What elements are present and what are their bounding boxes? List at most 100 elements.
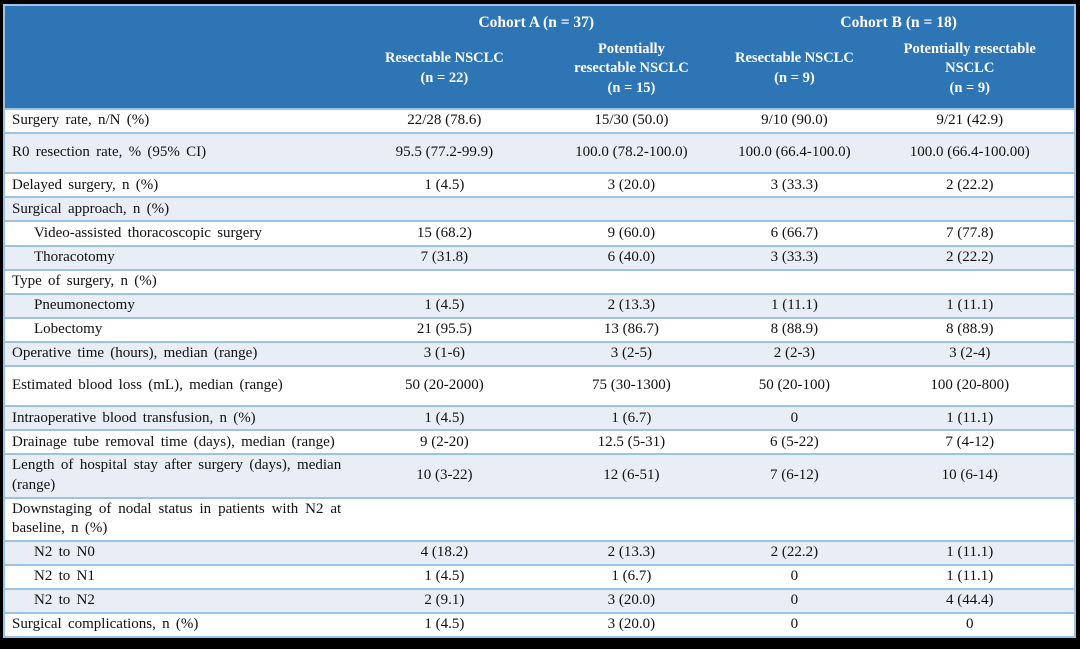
- cell-value: 95.5 (77.2-99.9): [395, 144, 494, 161]
- cell-value: [349, 198, 539, 220]
- table-row-delayed-surgery: Delayed surgery, n (%) 1 (4.5) 3 (20.0) …: [5, 172, 1074, 197]
- cell-value: 100.0 (66.4-100.0): [738, 144, 851, 161]
- header-cohort-b: Cohort B (n = 18): [840, 14, 957, 31]
- cell-value: 0: [790, 616, 799, 633]
- row-label: Surgery rate, n/N (%): [12, 112, 150, 129]
- cell-value: 2 (22.2): [770, 543, 819, 560]
- cell-value: [723, 271, 865, 293]
- cell-value: [866, 198, 1074, 220]
- cell-value: 1 (11.1): [946, 409, 994, 426]
- cell-value: 2 (9.1): [424, 592, 465, 609]
- header-corner-cell: [5, 6, 349, 108]
- table-row-operative-time: Operative time (hours), median (range) 3…: [5, 340, 1074, 366]
- cell-value: 8 (88.9): [770, 321, 819, 338]
- row-label: Estimated blood loss (mL), median (range…: [12, 377, 283, 394]
- cell-value: 7 (6-12): [770, 467, 819, 484]
- cell-value: 50 (20-2000): [404, 377, 484, 394]
- cell-value: 1 (6.7): [611, 568, 652, 585]
- cell-value: 7 (4-12): [945, 433, 995, 450]
- cell-value: 12 (6-51): [603, 467, 660, 484]
- cell-value: 2 (22.2): [945, 176, 994, 193]
- table-row-n2-to-n0: N2 to N0 4 (18.2) 2 (13.3) 2 (22.2) 1 (1…: [5, 539, 1074, 564]
- cell-value: [539, 271, 723, 293]
- results-table: Cohort A (n = 37) Cohort B (n = 18) Rese…: [3, 4, 1076, 638]
- cell-value: 4 (18.2): [420, 543, 469, 560]
- cell-value: 1 (4.5): [424, 616, 465, 633]
- table-row-blood-loss: Estimated blood loss (mL), median (range…: [5, 365, 1074, 406]
- cell-value: 13 (86.7): [603, 321, 659, 338]
- cell-value: 1 (11.1): [946, 297, 994, 314]
- cell-value: 7 (77.8): [945, 224, 994, 241]
- row-label: Video-assisted thoracoscopic surgery: [34, 224, 262, 241]
- cell-value: 1 (11.1): [770, 297, 818, 314]
- cell-value: 100.0 (78.2-100.0): [575, 144, 688, 161]
- cell-value: 2 (2-3): [773, 345, 816, 362]
- cell-value: 0: [965, 616, 974, 633]
- cell-value: 3 (20.0): [607, 616, 656, 633]
- cell-value: 3 (1-6): [423, 345, 465, 362]
- cell-value: 9/21 (42.9): [936, 112, 1004, 129]
- row-label: Surgical approach, n (%): [12, 200, 170, 217]
- cell-value: 1 (11.1): [946, 568, 994, 585]
- cell-value: 4 (44.4): [945, 592, 994, 609]
- row-label: R0 resection rate, % (95% CI): [12, 144, 207, 161]
- cell-value: 75 (30-1300): [592, 377, 671, 394]
- cell-value: 21 (95.5): [416, 321, 472, 338]
- row-label: Thoracotomy: [34, 248, 115, 265]
- cell-value: 3 (2-5): [610, 345, 653, 362]
- cell-value: 9 (2-20): [419, 433, 469, 450]
- table-row-n2-to-n1: N2 to N1 1 (4.5) 1 (6.7) 0 1 (11.1): [5, 563, 1074, 588]
- cell-value: 3 (33.3): [770, 248, 819, 265]
- cell-value: 2 (13.3): [607, 543, 656, 560]
- cell-value: 3 (2-4): [949, 345, 991, 362]
- cell-value: 6 (5-22): [770, 433, 819, 450]
- cell-value: 100.0 (66.4-100.00): [909, 144, 1030, 161]
- cell-value: 1 (4.5): [424, 297, 465, 314]
- cell-value: [349, 271, 539, 293]
- cell-value: 50 (20-100): [758, 377, 831, 394]
- row-label: Delayed surgery, n (%): [12, 176, 159, 193]
- cell-value: 15 (68.2): [416, 224, 472, 241]
- row-label: Intraoperative blood transfusion, n (%): [12, 409, 256, 426]
- cell-value: 1 (11.1): [946, 543, 994, 560]
- row-label: N2 to N0: [34, 543, 95, 560]
- table-row-pneumonectomy: Pneumonectomy 1 (4.5) 2 (13.3) 1 (11.1) …: [5, 292, 1074, 317]
- table-row-n2-to-n2: N2 to N2 2 (9.1) 3 (20.0) 0 4 (44.4): [5, 587, 1074, 612]
- table-row-lobectomy: Lobectomy 21 (95.5) 13 (86.7) 8 (88.9) 8…: [5, 316, 1074, 341]
- cell-value: [723, 499, 865, 540]
- cell-value: 3 (33.3): [770, 176, 819, 193]
- header-cohort-a: Cohort A (n = 37): [478, 14, 595, 31]
- table-row-surgical-complications: Surgical complications, n (%) 1 (4.5) 3 …: [5, 611, 1074, 637]
- cell-value: 2 (22.2): [945, 248, 994, 265]
- row-label: Pneumonectomy: [34, 297, 135, 314]
- row-label: Operative time (hours), median (range): [12, 345, 258, 362]
- cell-value: 100 (20-800): [930, 377, 1010, 394]
- table-row-r0-resection: R0 resection rate, % (95% CI) 95.5 (77.2…: [5, 132, 1074, 173]
- cell-value: [723, 198, 865, 220]
- cell-value: 6 (40.0): [607, 248, 656, 265]
- table-row-vats: Video-assisted thoracoscopic surgery 15 …: [5, 220, 1074, 245]
- subheader-potentially-resectable-a: Potentially resectable NSCLC (n = 15): [574, 40, 689, 96]
- row-label: N2 to N1: [34, 568, 95, 585]
- cell-value: 1 (6.7): [611, 409, 652, 426]
- table-row-blood-transfusion: Intraoperative blood transfusion, n (%) …: [5, 405, 1074, 430]
- cell-value: 0: [790, 568, 799, 585]
- cell-value: 1 (4.5): [424, 409, 465, 426]
- cell-value: 0: [790, 592, 799, 609]
- table-row-surgery-rate: Surgery rate, n/N (%) 22/28 (78.6) 15/30…: [5, 108, 1074, 133]
- row-label: Drainage tube removal time (days), media…: [12, 433, 335, 450]
- cell-value: 12.5 (5-31): [597, 433, 666, 450]
- table-row-type-of-surgery: Type of surgery, n (%): [5, 268, 1074, 293]
- subheader-resectable-b: Resectable NSCLC (n = 9): [735, 50, 854, 86]
- cell-value: 3 (20.0): [607, 592, 656, 609]
- cell-value: [866, 499, 1074, 540]
- cell-value: 1 (4.5): [424, 568, 465, 585]
- cell-value: 10 (6-14): [941, 467, 998, 484]
- cell-value: 3 (20.0): [607, 176, 656, 193]
- cell-value: 10 (3-22): [416, 467, 473, 484]
- cell-value: 22/28 (78.6): [407, 112, 482, 129]
- cell-value: [866, 271, 1074, 293]
- table-row-drainage-tube: Drainage tube removal time (days), media…: [5, 429, 1074, 454]
- subheader-potentially-resectable-b: Potentially resectable NSCLC (n = 9): [903, 40, 1036, 96]
- cell-value: 1 (4.5): [424, 176, 465, 193]
